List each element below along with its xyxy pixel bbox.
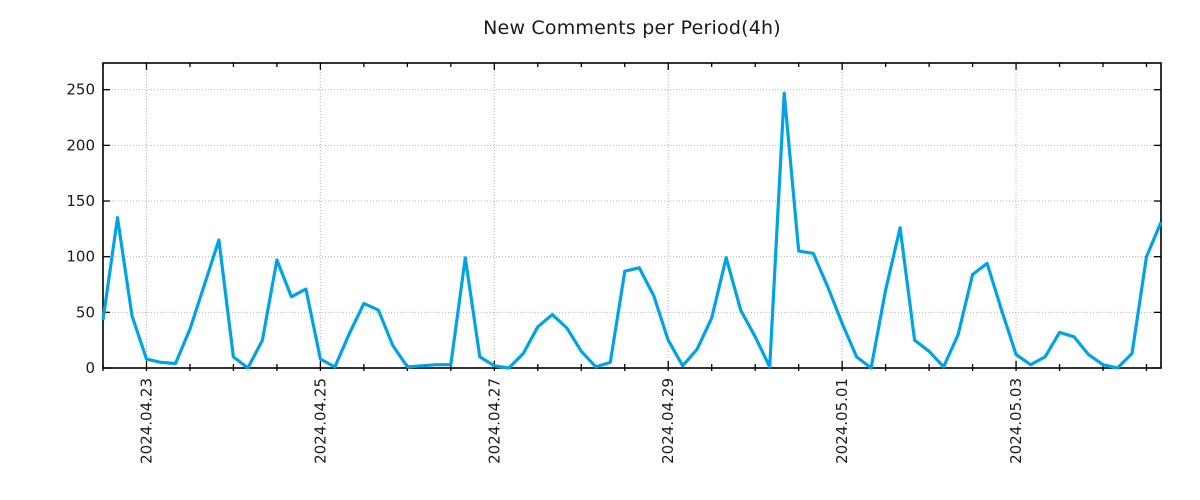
x-axis-tick-label: 2024.04.27 bbox=[485, 378, 503, 464]
y-axis-tick-label: 200 bbox=[66, 136, 95, 154]
x-axis-tick-label: 2024.04.25 bbox=[311, 378, 329, 464]
x-axis-tick-label: 2024.05.03 bbox=[1007, 378, 1025, 464]
y-axis-tick-label: 100 bbox=[66, 248, 95, 266]
data-line bbox=[101, 91, 1163, 370]
chart-title: New Comments per Period(4h) bbox=[483, 17, 781, 39]
x-axis-tick-label: 2024.04.23 bbox=[137, 378, 155, 464]
plot-border bbox=[102, 62, 1162, 369]
y-axis-tick-label: 0 bbox=[85, 359, 95, 377]
x-axis-tick-label: 2024.05.01 bbox=[833, 378, 851, 464]
y-axis-tick-label: 50 bbox=[76, 303, 95, 321]
y-axis-tick-label: 250 bbox=[66, 81, 95, 99]
x-axis-tick-label: 2024.04.29 bbox=[659, 378, 677, 464]
y-axis-tick-label: 150 bbox=[66, 192, 95, 210]
